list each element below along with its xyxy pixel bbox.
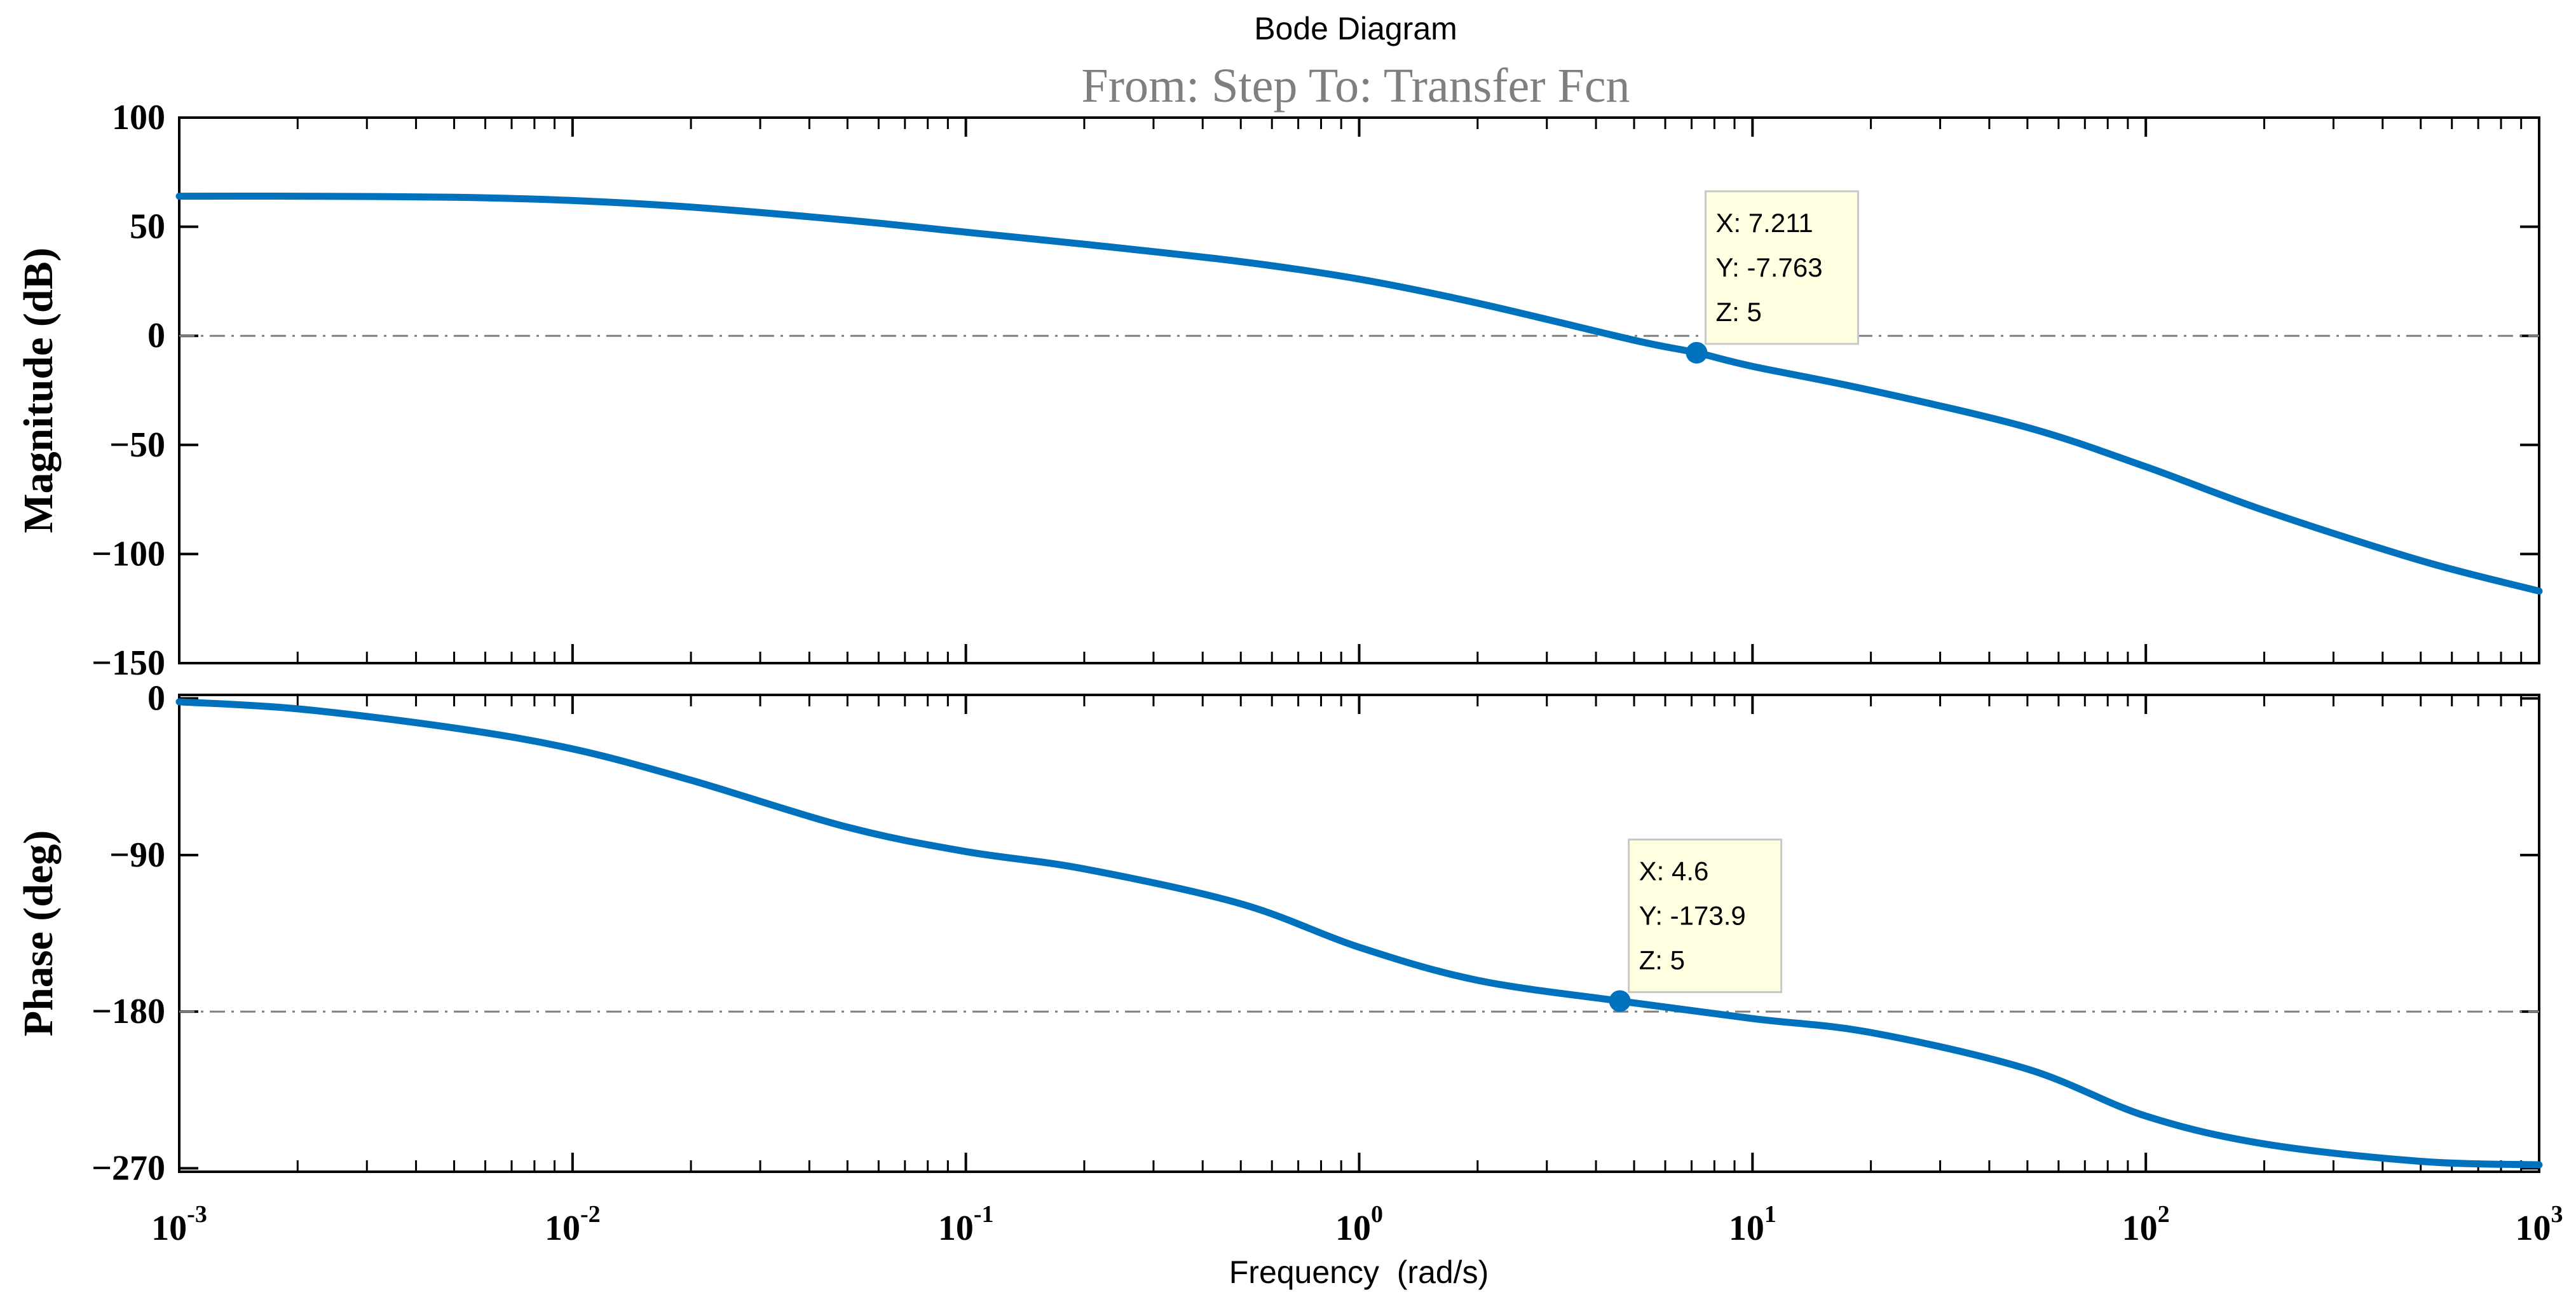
x-tick-base: 10 (545, 1209, 580, 1248)
y-tick-label: −270 (92, 1149, 165, 1188)
magnitude-datatip-y: Y: -7.763 (1715, 252, 1822, 282)
y-tick-label: −90 (109, 835, 165, 875)
x-tick-label-1e2: 102 (2122, 1201, 2170, 1248)
phase-datatip-x: X: 4.6 (1639, 856, 1709, 886)
phase-datatip-box (1628, 838, 1783, 993)
y-tick-label: 100 (112, 98, 165, 137)
y-tick-label: −150 (92, 643, 165, 683)
phase-y-axis-label: Phase (deg) (15, 830, 62, 1036)
x-tick-label-1e1: 101 (1729, 1201, 1776, 1248)
magnitude-datatip-box (1704, 190, 1859, 345)
magnitude-datatip-marker[interactable] (1686, 341, 1708, 364)
y-tick-label: −50 (109, 425, 165, 465)
phase-datatip-y: Y: -173.9 (1639, 900, 1746, 930)
y-tick-label: −180 (92, 992, 165, 1031)
y-tick-label: 0 (147, 678, 165, 718)
x-tick-exponent: 3 (2551, 1201, 2563, 1228)
magnitude-datatip[interactable]: X: 7.211 Y: -7.763 Z: 5 (1704, 190, 1859, 345)
chart-title: Bode Diagram (1254, 11, 1457, 46)
phase-datatip-marker[interactable] (1609, 990, 1631, 1012)
magnitude-y-ticks: 100 50 0 −50 −100 −150 (92, 98, 2539, 683)
phase-datatip[interactable]: X: 4.6 Y: -173.9 Z: 5 (1628, 838, 1783, 993)
x-tick-exponent: 0 (1371, 1201, 1383, 1228)
chart-subtitle: From: Step To: Transfer Fcn (1081, 59, 1630, 113)
magnitude-datatip-x: X: 7.211 (1715, 208, 1813, 238)
x-tick-label-1e-1: 10-1 (938, 1201, 994, 1248)
x-axis-label: Frequency (rad/s) (1229, 1254, 1489, 1290)
magnitude-curve (175, 192, 2543, 595)
y-tick-label: −100 (92, 534, 165, 573)
magnitude-y-axis-label: Magnitude (dB) (15, 247, 62, 533)
y-tick-label: 50 (130, 207, 165, 247)
x-tick-label-1e3: 103 (2516, 1201, 2563, 1248)
x-tick-base: 10 (1729, 1209, 1764, 1248)
magnitude-axes: 100 50 0 −50 −100 −150 X: 7.211 Y: -7.763 Z: … (15, 98, 2543, 683)
x-tick-exponent: 1 (1764, 1201, 1776, 1228)
x-tick-base: 10 (2516, 1209, 2551, 1248)
x-tick-exponent: -3 (187, 1201, 207, 1228)
magnitude-datatip-z: Z: 5 (1715, 297, 1761, 327)
x-tick-exponent: -2 (580, 1201, 601, 1228)
phase-minor-ticks (178, 695, 2540, 1172)
x-tick-exponent: -1 (974, 1201, 994, 1228)
x-tick-exponent: 2 (2158, 1201, 2170, 1228)
x-tick-base: 10 (1335, 1209, 1371, 1248)
x-tick-label-1e0: 100 (1335, 1201, 1383, 1248)
frequency-tick-labels: 10-3 10-2 10-1 100 101 102 103 (151, 1201, 2563, 1248)
phase-y-ticks: 0 −90 −180 −270 (92, 678, 2539, 1188)
x-tick-base: 10 (151, 1209, 187, 1248)
phase-curve (175, 698, 2543, 1169)
x-tick-base: 10 (2122, 1209, 2158, 1248)
phase-datatip-z: Z: 5 (1639, 945, 1685, 975)
magnitude-minor-ticks (178, 118, 2540, 663)
phase-axes: 0 −90 −180 −270 X: 4.6 Y: -173.9 Z: 5 Phase… (15, 678, 2543, 1188)
x-tick-label-1e-2: 10-2 (545, 1201, 601, 1248)
x-tick-label-1e-3: 10-3 (151, 1201, 207, 1248)
y-tick-label: 0 (147, 316, 165, 355)
x-tick-base: 10 (938, 1209, 974, 1248)
